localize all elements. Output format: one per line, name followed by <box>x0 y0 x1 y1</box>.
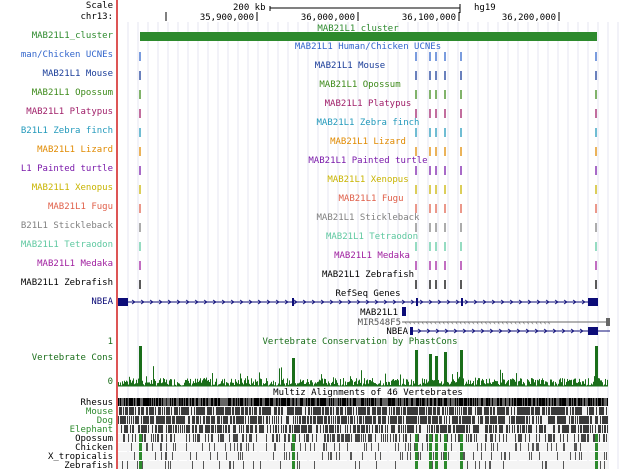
side-label-species[interactable]: MAB21L1 Platypus <box>26 107 113 117</box>
ruler-tick: 36,200,000 <box>502 13 556 23</box>
exon-block <box>588 327 598 335</box>
track-labels: Scale chr13: MAB21L1_cluster man/Chicken… <box>0 0 116 469</box>
species-center-label: MAB21L1 Tetraodon <box>326 232 418 242</box>
exon-block <box>410 327 413 335</box>
exon-block <box>292 298 294 306</box>
scale-label: Scale <box>86 1 113 11</box>
species-center-label: MAB21L1 Painted turtle <box>308 156 427 166</box>
conservation-track[interactable]: Vertebrate Conservation by PhastCons <box>118 337 608 386</box>
ruler-tick: 36,000,000 <box>301 13 355 23</box>
multiz-track[interactable]: Multiz Alignments of 46 Vertebrates <box>118 388 608 469</box>
assembly-label: hg19 <box>474 3 496 13</box>
gene-label[interactable]: MAB21L1 <box>360 308 398 318</box>
conservation-label: Vertebrate Conservation by PhastCons <box>262 337 457 347</box>
cluster-bar[interactable] <box>140 32 597 41</box>
exon-block <box>416 298 418 306</box>
scale-bar-text: 200 kb <box>233 3 266 13</box>
side-label-species[interactable]: MAB21L1 Mouse <box>43 69 113 79</box>
refseq-track[interactable]: RefSeq Genes MAB21L1 MIR548F5 ‹‹‹‹‹‹‹‹‹‹… <box>118 289 610 337</box>
side-label-species[interactable]: B21L1 Zebra finch <box>21 126 113 136</box>
cons-axis-top: 1 <box>108 337 113 347</box>
side-label-species[interactable]: L1 Painted turtle <box>21 164 113 174</box>
side-label-species[interactable]: B21L1 Stickleback <box>21 221 113 231</box>
side-label-cluster[interactable]: MAB21L1_cluster <box>32 31 113 41</box>
species-center-label: MAB21L1 Lizard <box>330 137 406 147</box>
strand-arrows: ‹‹‹‹‹‹‹‹‹‹‹‹‹‹‹‹‹‹‹‹‹‹‹‹‹‹‹‹‹‹‹‹‹‹‹ <box>404 319 552 327</box>
cons-axis-bottom: 0 <box>108 377 113 387</box>
tracks-canvas[interactable]: 200 kb hg19 35,900,000 36,000,000 36,100… <box>118 0 620 469</box>
chrom-label: chr13: <box>80 12 113 22</box>
side-label-species[interactable]: MAB21L1 Opossum <box>32 88 113 98</box>
species-center-label: MAB21L1 Stickleback <box>317 213 421 223</box>
species-center-label: MAB21L1 Zebrafish <box>322 270 414 280</box>
exon-block <box>461 298 463 306</box>
species-center-label: MAB21L1 Opossum <box>319 80 400 90</box>
exon-block <box>588 298 598 306</box>
conservation-bars <box>118 346 608 386</box>
side-label-species[interactable]: MAB21L1 Lizard <box>37 145 113 155</box>
multiz-rows <box>118 398 608 469</box>
side-label-species[interactable]: MAB21L1 Tetraodon <box>21 240 113 250</box>
side-label-species[interactable]: MAB21L1 Zebrafish <box>21 278 113 288</box>
species-center-label: MAB21L1 Platypus <box>325 99 412 109</box>
ruler-tick: 35,900,000 <box>200 13 254 23</box>
multiz-title: Multiz Alignments of 46 Vertebrates <box>273 388 463 398</box>
exon-block <box>606 318 610 326</box>
track-image-area[interactable]: 200 kb hg19 35,900,000 36,000,000 36,100… <box>118 0 620 469</box>
gene-mab21l1[interactable] <box>402 307 406 316</box>
gene-label[interactable]: NBEA <box>386 327 408 337</box>
side-label-refseq[interactable]: NBEA <box>91 297 113 307</box>
side-label-species[interactable]: MAB21L1 Medaka <box>37 259 113 269</box>
side-label-multiz[interactable]: Zebrafish <box>64 461 113 471</box>
ruler-tick: 36,100,000 <box>402 13 456 23</box>
side-label-species[interactable]: MAB21L1 Fugu <box>48 202 113 212</box>
side-label-species[interactable]: MAB21L1 Xenopus <box>32 183 113 193</box>
species-center-label: MAB21L1 Medaka <box>334 251 410 261</box>
refseq-title: RefSeq Genes <box>335 289 400 299</box>
side-label-conservation[interactable]: Vertebrate Cons <box>32 353 113 363</box>
ruler: 200 kb hg19 35,900,000 36,000,000 36,100… <box>166 3 559 23</box>
species-center-label: MAB21L1 Mouse <box>315 61 385 71</box>
species-center-label: MAB21L1 Xenopus <box>327 175 408 185</box>
species-center-label: MAB21L1 Fugu <box>338 194 403 204</box>
species-center-label: MAB21L1 Human/Chicken UCNEs <box>295 42 441 52</box>
side-label-species[interactable]: man/Chicken UCNEs <box>21 50 113 60</box>
species-center-label: MAB21L1 Zebra finch <box>317 118 420 128</box>
exon-block <box>118 298 128 306</box>
